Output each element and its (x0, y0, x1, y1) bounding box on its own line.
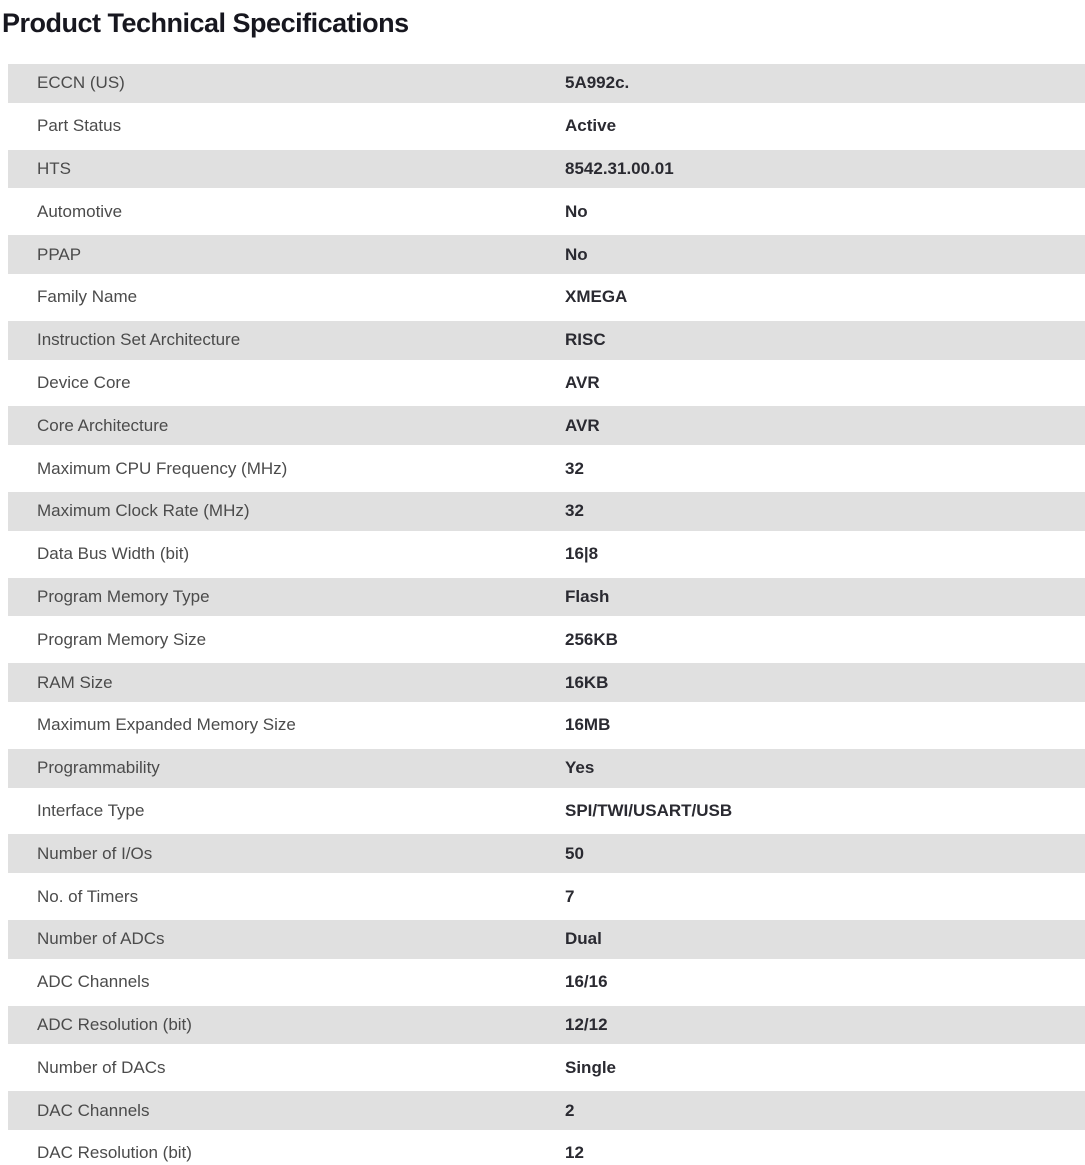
spec-label: Number of ADCs (37, 929, 165, 949)
spec-value: 16KB (565, 672, 609, 692)
spec-row: Automotive No (8, 192, 1085, 232)
spec-value: XMEGA (565, 287, 628, 307)
spec-label: Number of I/Os (37, 843, 153, 863)
spec-row: Program Memory Size 256KB (8, 620, 1085, 660)
spec-label: RAM Size (37, 672, 113, 692)
spec-value: 16MB (565, 715, 611, 735)
spec-value: 7 (565, 886, 575, 906)
spec-label: Data Bus Width (bit) (37, 544, 190, 564)
spec-label: ECCN (US) (37, 73, 125, 93)
spec-row: Maximum Clock Rate (MHz) 32 (8, 491, 1085, 531)
spec-value: 12/12 (565, 1014, 608, 1034)
spec-row: Family Name XMEGA (8, 277, 1085, 317)
spec-table: ECCN (US) 5A992c. Part Status Active HTS 8542… (0, 64, 1085, 1165)
spec-row: ADC Channels 16/16 (8, 962, 1085, 1002)
spec-row: ADC Resolution (bit) 12/12 (8, 1005, 1085, 1045)
spec-label: Part Status (37, 116, 122, 136)
spec-value: No (565, 244, 588, 264)
spec-row: Program Memory Type Flash (8, 577, 1085, 617)
spec-value: 8542.31.00.01 (565, 158, 674, 178)
spec-row: Core Architecture AVR (8, 406, 1085, 446)
spec-label: Instruction Set Architecture (37, 330, 241, 350)
spec-row: No. of Timers 7 (8, 877, 1085, 916)
spec-value: 32 (565, 458, 584, 478)
spec-value: Flash (565, 586, 610, 606)
spec-label: Maximum Expanded Memory Size (37, 715, 296, 735)
spec-label: HTS (37, 158, 71, 178)
spec-row: Number of ADCs Dual (8, 919, 1085, 959)
spec-value: 16|8 (565, 544, 599, 564)
spec-label: DAC Channels (37, 1100, 150, 1120)
spec-row: Part Status Active (8, 106, 1085, 146)
spec-row: Data Bus Width (bit) 16|8 (8, 534, 1085, 574)
spec-row: PPAP No (8, 235, 1085, 274)
spec-row: DAC Channels 2 (8, 1091, 1085, 1130)
spec-value: 50 (565, 843, 584, 863)
spec-label: Maximum CPU Frequency (MHz) (37, 458, 288, 478)
spec-value: RISC (565, 330, 606, 350)
spec-label: Interface Type (37, 800, 145, 820)
spec-label: Program Memory Type (37, 586, 210, 606)
spec-label: Programmability (37, 758, 160, 778)
spec-value: 5A992c. (565, 73, 630, 93)
spec-label: ADC Channels (37, 972, 150, 992)
spec-value: Single (565, 1057, 617, 1077)
spec-row: Number of I/Os 50 (8, 834, 1085, 874)
spec-row: Instruction Set Architecture RISC (8, 320, 1085, 360)
spec-label: PPAP (37, 244, 82, 264)
spec-label: No. of Timers (37, 886, 139, 906)
spec-row: Programmability Yes (8, 748, 1085, 788)
spec-label: Device Core (37, 372, 131, 392)
spec-row: ECCN (US) 5A992c. (8, 64, 1085, 103)
spec-row: RAM Size 16KB (8, 663, 1085, 702)
spec-row: Device Core AVR (8, 363, 1085, 403)
spec-value: 12 (565, 1143, 584, 1163)
spec-value: 256KB (565, 629, 618, 649)
spec-value: AVR (565, 372, 600, 392)
spec-label: Maximum Clock Rate (MHz) (37, 501, 250, 521)
spec-label: Program Memory Size (37, 629, 207, 649)
spec-value: Active (565, 116, 617, 136)
spec-label: Family Name (37, 287, 138, 307)
spec-label: ADC Resolution (bit) (37, 1014, 192, 1034)
spec-label: DAC Resolution (bit) (37, 1143, 192, 1163)
spec-row: HTS 8542.31.00.01 (8, 149, 1085, 189)
spec-row: DAC Resolution (bit) 12 (8, 1133, 1085, 1165)
spec-value: 2 (565, 1100, 575, 1120)
spec-value: AVR (565, 415, 600, 435)
spec-label: Number of DACs (37, 1057, 166, 1077)
spec-label: Automotive (37, 201, 123, 221)
spec-row: Maximum CPU Frequency (MHz) 32 (8, 449, 1085, 488)
spec-value: SPI/TWI/USART/USB (565, 800, 733, 820)
spec-label: Core Architecture (37, 415, 169, 435)
spec-value: 16/16 (565, 972, 608, 992)
spec-row: Number of DACs Single (8, 1048, 1085, 1088)
page-title: Product Technical Specifications (2, 8, 409, 38)
spec-row: Interface Type SPI/TWI/USART/USB (8, 791, 1085, 831)
spec-value: 32 (565, 501, 584, 521)
spec-value: Yes (565, 758, 595, 778)
spec-value: Dual (565, 929, 602, 949)
spec-row: Maximum Expanded Memory Size 16MB (8, 705, 1085, 745)
spec-value: No (565, 201, 588, 221)
